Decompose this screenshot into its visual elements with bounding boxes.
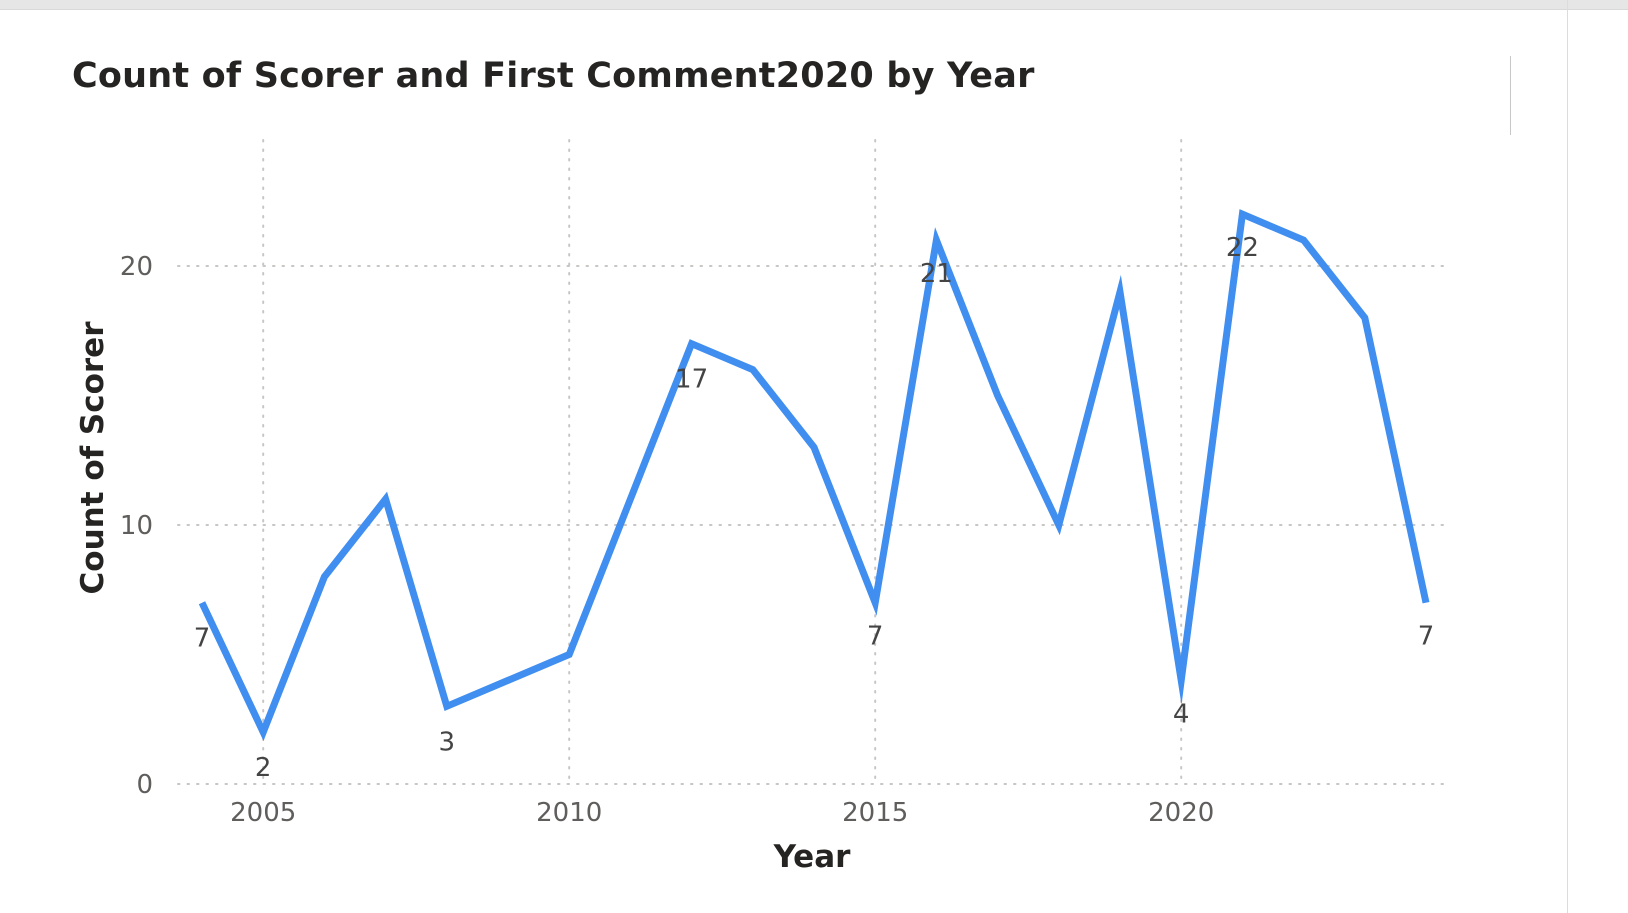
data-point[interactable] [258, 727, 268, 737]
series-line[interactable] [198, 209, 1430, 742]
data-point[interactable] [442, 701, 452, 711]
data-point[interactable] [1176, 675, 1186, 685]
top-bar [0, 0, 1628, 9]
visual-header-divider [1510, 56, 1511, 135]
canvas-right-edge [1567, 0, 1568, 913]
data-label: 7 [194, 624, 211, 654]
data-point[interactable] [319, 572, 329, 582]
chart-title: Count of Scorer and First Comment2020 by… [72, 56, 1035, 96]
data-point[interactable] [197, 598, 207, 608]
x-tick-label: 2010 [536, 798, 602, 828]
data-labels: 7 2 3 17 7 21 4 22 7 [194, 233, 1435, 783]
data-point[interactable] [931, 235, 941, 245]
x-axis-title: Year [773, 839, 852, 875]
data-label: 4 [1173, 699, 1190, 729]
data-label: 17 [675, 365, 708, 395]
data-point[interactable] [1360, 313, 1370, 323]
x-axis: 2005 2010 2015 2020 [230, 798, 1214, 828]
data-label: 21 [920, 259, 953, 289]
y-tick-label: 0 [136, 770, 153, 800]
data-point[interactable] [687, 339, 697, 349]
y-tick-label: 10 [120, 511, 153, 541]
data-label: 7 [1418, 622, 1435, 652]
data-point[interactable] [625, 494, 635, 504]
data-point[interactable] [1054, 520, 1064, 530]
data-label: 3 [439, 727, 456, 757]
x-tick-label: 2015 [842, 798, 908, 828]
series[interactable] [197, 209, 1431, 742]
data-label: 22 [1226, 233, 1259, 263]
data-label: 7 [867, 622, 884, 652]
x-tick-label: 2005 [230, 798, 296, 828]
data-point[interactable] [564, 650, 574, 660]
y-axis: 0 10 20 [120, 252, 153, 800]
data-point[interactable] [503, 675, 513, 685]
data-label: 2 [255, 753, 272, 783]
data-point[interactable] [1299, 235, 1309, 245]
data-point[interactable] [809, 442, 819, 452]
data-point[interactable] [1115, 287, 1125, 297]
y-axis-title: Count of Scorer [75, 321, 111, 595]
data-point[interactable] [1237, 209, 1247, 219]
data-point[interactable] [870, 598, 880, 608]
gridlines [177, 139, 1451, 785]
x-tick-label: 2020 [1148, 798, 1214, 828]
data-point[interactable] [748, 365, 758, 375]
data-point[interactable] [993, 391, 1003, 401]
y-tick-label: 20 [120, 252, 153, 282]
data-point[interactable] [381, 494, 391, 504]
top-bar-edge [0, 9, 1628, 10]
data-point[interactable] [1421, 598, 1431, 608]
